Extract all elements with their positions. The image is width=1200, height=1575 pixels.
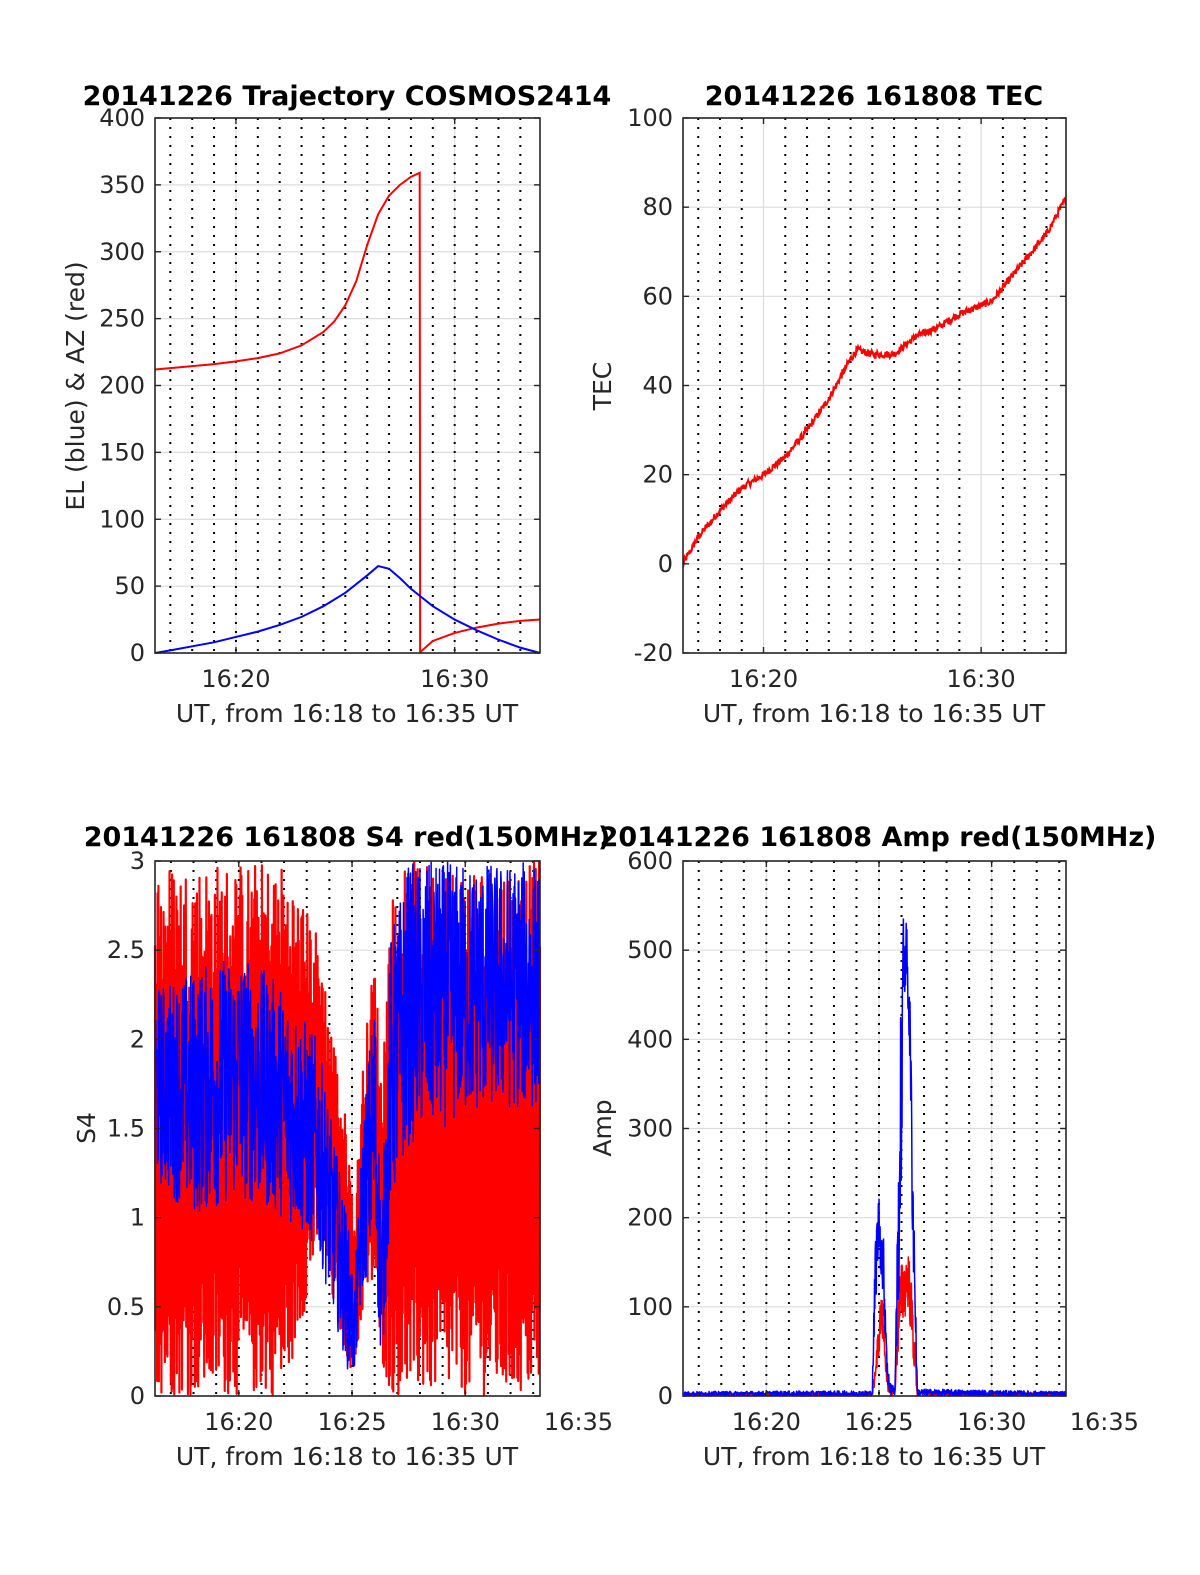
y-tick-label: 60 xyxy=(642,282,673,310)
x-tick-label: 16:30 xyxy=(957,1408,1026,1436)
x-tick-label: 16:35 xyxy=(544,1408,613,1436)
amp-xlabel: UT, from 16:18 to 16:35 UT xyxy=(703,1442,1046,1471)
x-tick-label: 16:35 xyxy=(1070,1408,1139,1436)
x-tick-label: 16:30 xyxy=(431,1408,500,1436)
y-tick-label: 400 xyxy=(627,1025,673,1053)
trajectory-title: 20141226 Trajectory COSMOS2414 xyxy=(83,81,612,112)
y-tick-label: 100 xyxy=(627,104,673,132)
y-tick-label: 2.5 xyxy=(107,936,145,964)
amp-plot-area: 0 100 200 300 400 500 600 16:20 16:25 16:30 16:35 xyxy=(627,847,1139,1436)
y-tick-label: 500 xyxy=(627,936,673,964)
y-tick-label: 2 xyxy=(130,1025,145,1053)
x-tick-label: 16:20 xyxy=(732,1408,801,1436)
y-tick-label: 1 xyxy=(130,1204,145,1232)
s4-chart: 0 0.5 1 1.5 2 2.5 3 16:20 16:25 16:30 16:35 201412… xyxy=(72,822,613,1471)
series-line xyxy=(682,197,1067,569)
trajectory-chart: 0 50 100 150 200 250 300 350 400 16:20 16:30 20141… xyxy=(61,81,611,728)
x-tick-label: 16:25 xyxy=(844,1408,913,1436)
series-line xyxy=(682,918,1067,1397)
y-tick-label: 80 xyxy=(642,193,673,221)
y-tick-label: 20 xyxy=(642,461,673,489)
series-line xyxy=(154,861,541,1370)
series-line xyxy=(154,171,541,654)
y-tick-label: 350 xyxy=(99,171,145,199)
tec-chart: -20 0 20 40 60 80 100 16:20 16:30 20141226 16180… xyxy=(588,81,1067,728)
y-tick-label: 0.5 xyxy=(107,1293,145,1321)
s4-title: 20141226 161808 S4 red(150MHz) xyxy=(84,822,611,853)
s4-ylabel: S4 xyxy=(72,1112,101,1144)
y-tick-label: 300 xyxy=(99,238,145,266)
y-tick-label: 3 xyxy=(130,847,145,875)
x-tick-label: 16:20 xyxy=(201,665,270,693)
y-tick-label: 0 xyxy=(658,1382,673,1410)
y-tick-label: 100 xyxy=(99,505,145,533)
y-tick-label: 600 xyxy=(627,847,673,875)
trajectory-ylabel: EL (blue) & AZ (red) xyxy=(61,261,90,510)
y-tick-label: -20 xyxy=(634,639,673,667)
y-tick-label: 200 xyxy=(627,1204,673,1232)
y-tick-label: 300 xyxy=(627,1115,673,1143)
tec-xlabel: UT, from 16:18 to 16:35 UT xyxy=(703,699,1046,728)
tec-plot-area: -20 0 20 40 60 80 100 16:20 16:30 xyxy=(627,104,1067,693)
y-tick-label: 200 xyxy=(99,372,145,400)
tec-ylabel: TEC xyxy=(588,362,617,412)
x-tick-label: 16:20 xyxy=(729,665,798,693)
amp-ylabel: Amp xyxy=(588,1099,617,1156)
series-line xyxy=(154,564,541,654)
trajectory-xlabel: UT, from 16:18 to 16:35 UT xyxy=(176,699,519,728)
x-tick-label: 16:25 xyxy=(317,1408,386,1436)
tec-title: 20141226 161808 TEC xyxy=(705,81,1044,112)
y-tick-label: 400 xyxy=(99,104,145,132)
y-tick-label: 0 xyxy=(130,639,145,667)
x-tick-label: 16:30 xyxy=(947,665,1016,693)
s4-xlabel: UT, from 16:18 to 16:35 UT xyxy=(176,1442,519,1471)
y-tick-label: 150 xyxy=(99,438,145,466)
y-tick-label: 250 xyxy=(99,305,145,333)
y-tick-label: 0 xyxy=(658,550,673,578)
y-tick-label: 1.5 xyxy=(107,1115,145,1143)
s4-plot-area: 0 0.5 1 1.5 2 2.5 3 16:20 16:25 16:30 16:35 xyxy=(107,847,613,1436)
y-tick-label: 100 xyxy=(627,1293,673,1321)
y-tick-label: 50 xyxy=(114,572,145,600)
trajectory-plot-area: 0 50 100 150 200 250 300 350 400 16:20 16:30 xyxy=(99,104,541,693)
y-tick-label: 40 xyxy=(642,372,673,400)
y-tick-label: 0 xyxy=(130,1382,145,1410)
amp-title: 20141226 161808 Amp red(150MHz) xyxy=(600,822,1157,853)
x-tick-label: 16:30 xyxy=(420,665,489,693)
x-tick-label: 16:20 xyxy=(204,1408,273,1436)
